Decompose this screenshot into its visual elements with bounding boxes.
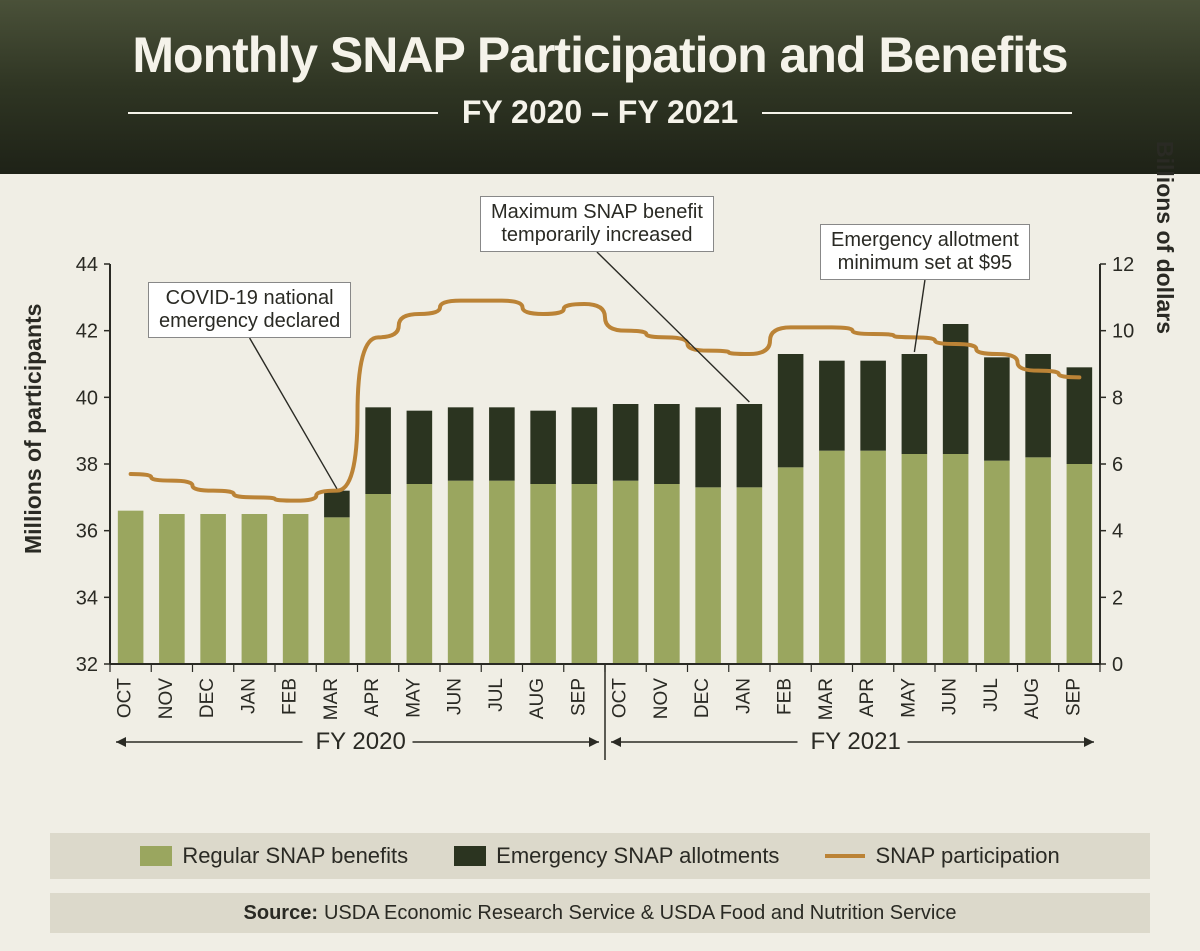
svg-text:SEP: SEP [568, 678, 589, 716]
svg-text:JUL: JUL [486, 678, 507, 712]
fy-2020-label: FY 2020 [316, 728, 406, 756]
svg-text:JUN: JUN [445, 678, 466, 715]
subtitle-row: FY 2020 – FY 2021 [0, 94, 1200, 131]
legend-swatch-emergency [454, 846, 486, 866]
svg-text:FEB: FEB [280, 678, 301, 715]
svg-text:MAR: MAR [321, 678, 342, 720]
legend-label: Emergency SNAP allotments [496, 843, 779, 869]
svg-text:DEC: DEC [197, 678, 218, 718]
svg-text:JAN: JAN [733, 678, 754, 714]
svg-text:JUN: JUN [940, 678, 961, 715]
svg-text:10: 10 [1112, 321, 1134, 343]
svg-text:NOV: NOV [156, 678, 177, 720]
svg-text:32: 32 [76, 654, 98, 676]
legend-swatch-line [825, 854, 865, 858]
legend-participation: SNAP participation [825, 843, 1059, 869]
source-bar: Source: USDA Economic Research Service &… [50, 893, 1150, 933]
svg-text:APR: APR [857, 678, 878, 717]
source-text: USDA Economic Research Service & USDA Fo… [324, 902, 957, 925]
svg-text:44: 44 [76, 254, 98, 276]
svg-text:4: 4 [1112, 521, 1123, 543]
chart-title: Monthly SNAP Participation and Benefits [0, 26, 1200, 84]
svg-text:SEP: SEP [1063, 678, 1084, 716]
callout-ea-min: Emergency allotmentminimum set at $95 [820, 224, 1030, 280]
legend-emergency: Emergency SNAP allotments [454, 843, 779, 869]
callout-covid: COVID-19 nationalemergency declared [148, 282, 351, 338]
svg-text:MAY: MAY [898, 678, 919, 718]
svg-text:6: 6 [1112, 454, 1123, 476]
svg-text:0: 0 [1112, 654, 1123, 676]
svg-text:36: 36 [76, 521, 98, 543]
svg-text:OCT: OCT [115, 678, 136, 719]
chart-subtitle: FY 2020 – FY 2021 [462, 94, 738, 131]
svg-text:42: 42 [76, 321, 98, 343]
legend-regular: Regular SNAP benefits [140, 843, 408, 869]
svg-text:MAR: MAR [816, 678, 837, 720]
fy-2021-label: FY 2021 [811, 728, 901, 756]
chart-area: Millions of participants Billions of dol… [0, 174, 1200, 951]
rule-right [762, 112, 1072, 114]
svg-text:NOV: NOV [651, 678, 672, 720]
source-prefix: Source: [244, 902, 318, 925]
svg-text:34: 34 [76, 587, 98, 609]
svg-text:OCT: OCT [610, 678, 631, 719]
svg-text:AUG: AUG [1022, 678, 1043, 719]
svg-text:MAY: MAY [403, 678, 424, 718]
svg-text:8: 8 [1112, 387, 1123, 409]
svg-text:JAN: JAN [238, 678, 259, 714]
svg-text:2: 2 [1112, 587, 1123, 609]
svg-text:JUL: JUL [981, 678, 1002, 712]
svg-text:DEC: DEC [692, 678, 713, 718]
svg-text:FEB: FEB [775, 678, 796, 715]
header-banner: Monthly SNAP Participation and Benefits … [0, 0, 1200, 174]
legend-label: Regular SNAP benefits [182, 843, 408, 869]
svg-text:12: 12 [1112, 254, 1134, 276]
legend-swatch-regular [140, 846, 172, 866]
svg-text:APR: APR [362, 678, 383, 717]
legend-label: SNAP participation [875, 843, 1059, 869]
legend: Regular SNAP benefits Emergency SNAP all… [50, 833, 1150, 879]
svg-text:AUG: AUG [527, 678, 548, 719]
rule-left [128, 112, 438, 114]
svg-text:38: 38 [76, 454, 98, 476]
svg-text:40: 40 [76, 387, 98, 409]
callout-max-benefit: Maximum SNAP benefittemporarily increase… [480, 196, 714, 252]
